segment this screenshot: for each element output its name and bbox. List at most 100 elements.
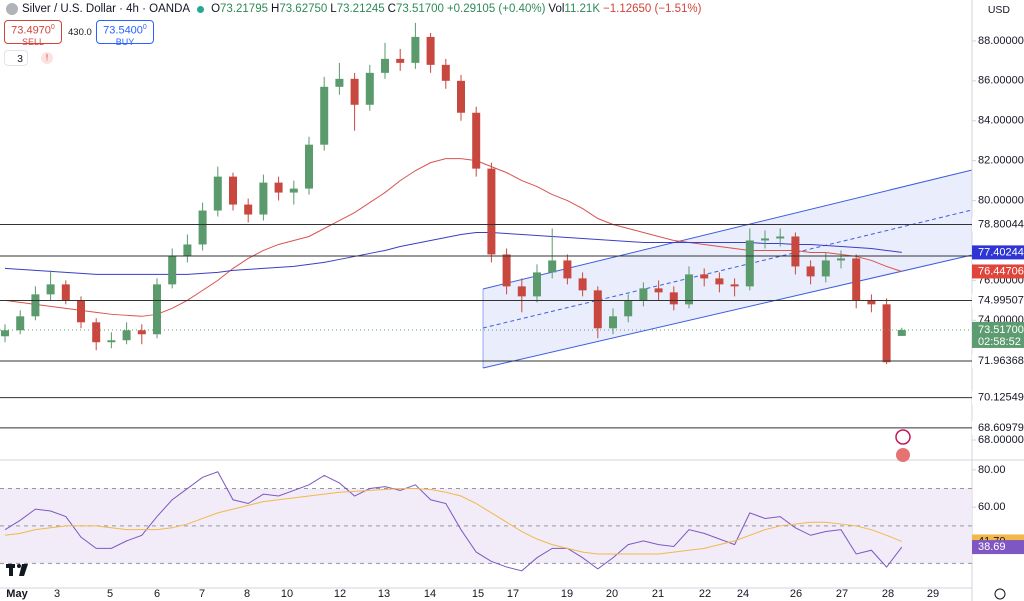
candle-body	[213, 176, 222, 211]
x-tick-label: 17	[507, 588, 519, 600]
x-tick-label: 14	[424, 588, 436, 600]
y-tick-label: 68.00000	[978, 434, 1024, 446]
price-tag	[972, 321, 1024, 348]
x-tick-label: 24	[737, 588, 749, 600]
level-label: 74.99507	[978, 294, 1024, 306]
legend-key: L	[330, 3, 337, 15]
candle-body	[320, 86, 329, 145]
candle-body	[61, 284, 70, 301]
candle-body	[274, 182, 283, 193]
ohlc-legend: O 73.21795 H 73.62750 L 73.21245 C 73.51700 +0.2…	[211, 3, 704, 15]
level-label: 71.96368	[978, 355, 1024, 367]
x-tick-label: 21	[652, 588, 664, 600]
candle-body	[700, 274, 709, 279]
candle-body	[137, 330, 146, 335]
event-icon[interactable]	[895, 429, 911, 445]
countdown: 02:58:52	[978, 336, 1021, 348]
candle-body	[548, 260, 557, 273]
candle-body	[761, 238, 769, 241]
x-tick-label: 28	[882, 588, 894, 600]
candle-body	[426, 36, 435, 65]
settings-icon[interactable]	[994, 588, 1006, 600]
sell-button[interactable]: 73.49700 SELL	[4, 20, 62, 47]
series-line	[4, 471, 903, 572]
level-label: 70.12549	[978, 392, 1024, 404]
candle-body	[654, 288, 663, 293]
y-tick-label: 86.00000	[978, 75, 1024, 87]
candle-body	[791, 236, 800, 267]
legend-value: 73.21245	[336, 3, 385, 15]
buy-label: BUY	[115, 36, 135, 47]
x-tick-label: 27	[836, 588, 848, 600]
candle-body	[837, 258, 845, 261]
candle-body	[289, 188, 298, 193]
candle-body	[593, 290, 602, 329]
level-label: 68.60979	[978, 422, 1024, 434]
x-tick-label: 12	[334, 588, 346, 600]
legend-key: Vol	[548, 3, 565, 15]
header: Silver / U.S. Dollar · 4h · OANDA O 73.21…	[22, 3, 704, 15]
sell-price: 73.4970	[11, 24, 51, 37]
level-tag	[972, 420, 1024, 435]
x-tick-label: 8	[244, 588, 250, 600]
y-tick-label: 80.00000	[978, 194, 1024, 206]
y-tick-label: 82.00000	[978, 155, 1024, 167]
flag-icon[interactable]	[896, 448, 910, 462]
x-tick-label: 29	[927, 588, 939, 600]
x-tick-label: 6	[154, 588, 160, 600]
legend-value: −1.12650 (−1.51%)	[603, 3, 702, 15]
candle-body	[259, 182, 268, 215]
x-tick-label: May	[6, 588, 28, 600]
candle-body	[107, 340, 116, 343]
series-line	[4, 488, 902, 555]
indicator-count[interactable]: 3	[4, 50, 28, 66]
candle-body	[365, 72, 374, 105]
buy-button[interactable]: 73.54000 BUY	[96, 20, 154, 47]
candle-body	[609, 316, 617, 329]
x-tick-label: 3	[54, 588, 60, 600]
candle-body	[16, 316, 25, 331]
legend-value: +0.29105 (+0.40%)	[446, 3, 546, 15]
legend-value: 11.21K	[564, 3, 601, 15]
candle-body	[624, 300, 633, 317]
legend-key: O	[211, 3, 221, 15]
candle-body	[806, 266, 815, 277]
y-tick-label: 60.00	[978, 501, 1006, 513]
x-tick-label: 26	[790, 588, 802, 600]
candle-body	[669, 292, 678, 305]
x-tick-label: 19	[561, 588, 573, 600]
x-tick-label: 22	[699, 588, 711, 600]
spread: 430.0	[68, 27, 92, 38]
candle-body	[441, 64, 450, 81]
candle-body	[821, 260, 830, 277]
level-label: 78.80044	[978, 218, 1024, 230]
legend-value: 73.21795	[220, 3, 268, 15]
candle-body	[92, 322, 101, 343]
y-tick-label: 84.00000	[978, 115, 1024, 127]
sell-sup: 0	[50, 24, 55, 31]
candle-body	[77, 300, 85, 323]
x-tick-label: 13	[378, 588, 390, 600]
candle-body	[487, 168, 496, 255]
sell-label: SELL	[21, 36, 45, 47]
price-tag-label: 76.44706	[978, 265, 1024, 277]
candle-body	[335, 78, 344, 87]
level-tag	[972, 353, 1024, 368]
price-tag-label: 73.51700	[978, 324, 1024, 336]
candle-body	[122, 330, 131, 341]
logo	[6, 564, 28, 576]
legend-value: 73.51700	[395, 3, 444, 15]
candle-body	[882, 304, 891, 363]
candle-body	[715, 278, 724, 285]
candle-body	[730, 284, 739, 287]
alert-icon[interactable]	[41, 52, 53, 64]
currency[interactable]: USD	[987, 4, 1010, 16]
level-tag	[972, 390, 1024, 405]
candle-body	[897, 329, 906, 336]
candle-body	[639, 288, 648, 301]
price-tag-label: 77.40244	[978, 246, 1024, 258]
candle-body	[563, 260, 572, 279]
buy-price: 73.5400	[103, 24, 143, 37]
alert-mark: !	[46, 52, 49, 62]
